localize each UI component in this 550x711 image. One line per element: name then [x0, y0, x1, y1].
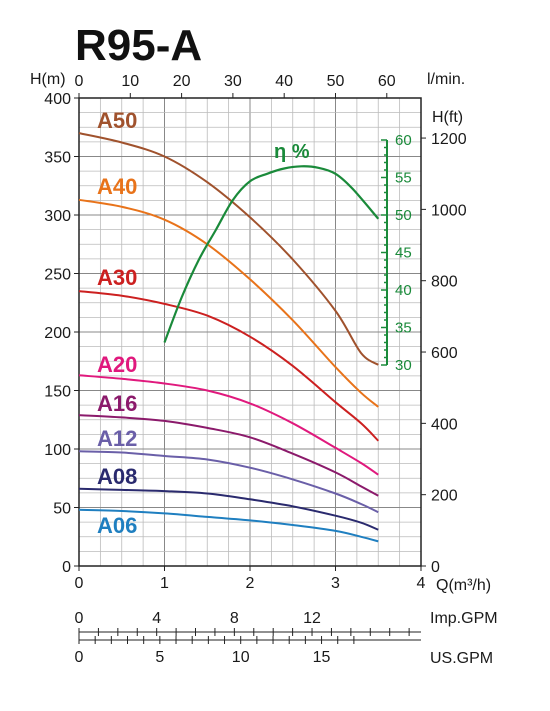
- series-line-a06: [78, 508, 379, 543]
- series-label-a16: A16: [97, 391, 137, 416]
- y-left-tick-label: 150: [44, 384, 71, 401]
- y-right-tick-label: 400: [431, 416, 458, 433]
- series-label-a06: A06: [97, 513, 137, 538]
- y-right-tick-label: 1200: [431, 131, 467, 148]
- efficiency-tick-label: 55: [395, 170, 412, 187]
- y-left-tick-label: 0: [62, 559, 71, 576]
- efficiency-label: η %: [274, 141, 310, 163]
- y-left-label: H(m): [30, 71, 66, 88]
- x-top-tick-label: 30: [224, 73, 242, 90]
- us-gpm-tick-label: 5: [155, 649, 164, 666]
- y-left-ticks: 0 50 100 150 200 250 300 350 400: [44, 91, 79, 576]
- x-bottom-tick-label: 2: [246, 575, 255, 592]
- series-line-a16: [78, 414, 379, 497]
- us-gpm-tick-label: 15: [313, 649, 331, 666]
- series-label-a40: A40: [97, 174, 137, 199]
- us-gpm-tick-label: 10: [232, 649, 250, 666]
- y-left-tick-label: 50: [53, 501, 71, 518]
- series-label-a20: A20: [97, 352, 137, 377]
- series-labels: A50 A40 A30 A20 A16 A12 A08 A06: [97, 108, 137, 538]
- x-top-tick-label: 20: [173, 73, 191, 90]
- x-top-tick-label: 10: [121, 73, 139, 90]
- x-bottom-tick-label: 1: [160, 575, 169, 592]
- series-label-a12: A12: [97, 426, 137, 451]
- y-left-tick-label: 350: [44, 150, 71, 167]
- x-top-tick-label: 0: [75, 73, 84, 90]
- series-line-a08: [78, 487, 379, 531]
- y-right-tick-label: 600: [431, 345, 458, 362]
- series-line-a30: [78, 290, 380, 442]
- efficiency-tick-label: 60: [395, 132, 412, 149]
- efficiency-tick-label: 40: [395, 282, 412, 299]
- y-right-tick-label: 0: [431, 559, 440, 576]
- chart-title: R95-A: [75, 21, 202, 70]
- x-top-tick-label: 60: [378, 73, 396, 90]
- efficiency-tick-label: 30: [395, 357, 412, 374]
- series-group: [78, 132, 380, 543]
- y-right-tick-label: 1000: [431, 202, 467, 219]
- x-bottom-tick-label: 0: [75, 575, 84, 592]
- us-gpm-label: US.GPM: [430, 650, 493, 667]
- y-left-tick-label: 400: [44, 91, 71, 108]
- imp-gpm-axis: 0 4 8 12: [75, 610, 421, 636]
- efficiency-curve: [163, 165, 380, 343]
- x-bottom-tick-label: 3: [331, 575, 340, 592]
- efficiency-ticks: 30 35 40 45 50 55 60 η %: [274, 132, 412, 374]
- imp-gpm-tick-label: 0: [75, 610, 84, 627]
- imp-gpm-tick-label: 4: [152, 610, 161, 627]
- x-bottom-tick-label: 4: [417, 575, 426, 592]
- y-right-ticks: 0 200 400 600 800 1000 1200: [421, 131, 467, 576]
- us-gpm-tick-label: 0: [75, 649, 84, 666]
- y-left-tick-label: 100: [44, 442, 71, 459]
- imp-gpm-tick-label: 12: [303, 610, 321, 627]
- x-top-ticks: 0 10 20 30 40 50 60: [75, 73, 396, 98]
- y-right-label: H(ft): [432, 109, 463, 126]
- y-left-tick-label: 300: [44, 208, 71, 225]
- x-top-tick-label: 40: [275, 73, 293, 90]
- series-label-a50: A50: [97, 108, 137, 133]
- efficiency-tick-label: 45: [395, 245, 412, 262]
- grid: [79, 98, 421, 566]
- series-line-a12: [78, 450, 379, 514]
- x-bottom-ticks: 0 1 2 3 4: [75, 566, 426, 592]
- x-top-label: l/min.: [427, 71, 465, 88]
- series-line-a50: [78, 132, 379, 366]
- y-right-tick-label: 800: [431, 274, 458, 291]
- imp-gpm-label: Imp.GPM: [430, 610, 498, 627]
- y-left-tick-label: 200: [44, 325, 71, 342]
- series-label-a08: A08: [97, 464, 137, 489]
- imp-gpm-tick-label: 8: [230, 610, 239, 627]
- y-left-tick-label: 250: [44, 267, 71, 284]
- x-bottom-label: Q(m³/h): [436, 577, 491, 594]
- x-top-tick-label: 50: [327, 73, 345, 90]
- us-gpm-axis: 0 5 10 15: [75, 636, 421, 666]
- efficiency-tick-label: 50: [395, 207, 412, 224]
- series-line-a20: [78, 374, 379, 476]
- y-right-tick-label: 200: [431, 488, 458, 505]
- series-label-a30: A30: [97, 265, 137, 290]
- series-line-a40: [78, 198, 379, 408]
- efficiency-tick-label: 35: [395, 320, 412, 337]
